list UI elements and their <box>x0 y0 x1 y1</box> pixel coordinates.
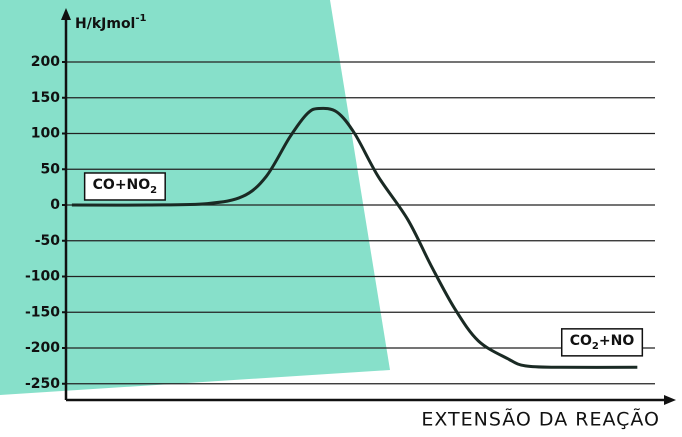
annotation-box <box>560 328 644 357</box>
y-tick-label: 50 <box>41 161 61 177</box>
annotation-text: CO+NO2 <box>93 177 158 196</box>
y-tick-label: -250 <box>25 376 60 392</box>
y-label-sup: -1 <box>135 13 146 24</box>
annotation-text: CO2+NO <box>570 333 635 352</box>
annotation-sub: 2 <box>150 185 157 196</box>
y-axis-arrow <box>61 8 71 20</box>
annotation-main: CO <box>570 333 592 349</box>
x-axis-label: EXTENSÃO DA REAÇÃO <box>421 408 660 431</box>
annotation-box <box>83 172 166 201</box>
y-tick-label: 0 <box>50 197 60 213</box>
y-tick-label: 200 <box>31 54 60 70</box>
y-axis-label: H/kJmol-1 <box>75 13 147 32</box>
y-tick-label: -200 <box>25 340 60 356</box>
annotation: CO+NO2 <box>83 172 166 201</box>
annotation-sub: 2 <box>592 341 599 352</box>
y-tick-label: -100 <box>25 269 60 285</box>
annotation-main: CO+NO <box>93 177 151 193</box>
y-tick-label: 100 <box>31 126 60 142</box>
grid <box>66 61 655 385</box>
annotation: CO2+NO <box>560 328 644 357</box>
y-tick-label: -150 <box>25 304 60 320</box>
annotation-after: +NO <box>599 333 634 349</box>
y-tick-label: 150 <box>31 90 60 106</box>
x-axis-arrow <box>664 395 676 405</box>
energy-curve <box>71 106 638 369</box>
y-label-text: H/kJmol <box>75 16 135 32</box>
y-tick-label: -50 <box>35 233 61 249</box>
background-decoration <box>0 0 390 395</box>
